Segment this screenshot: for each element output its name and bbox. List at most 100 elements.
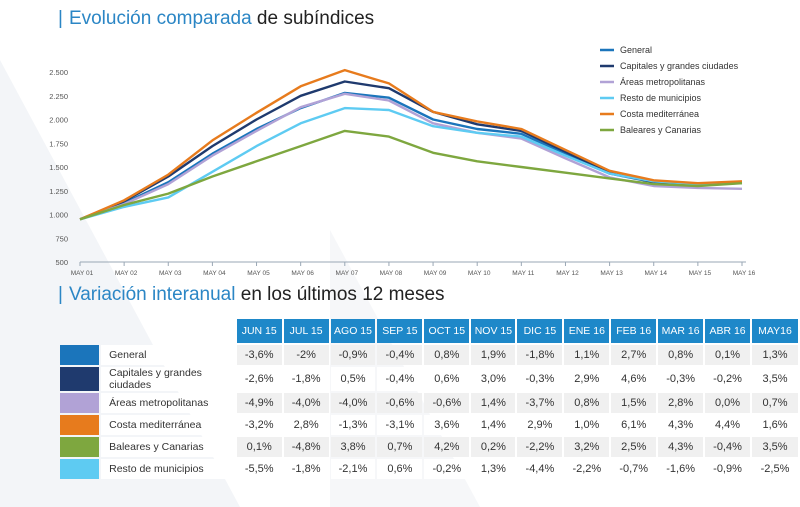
table-body: General -3,6% -2% -0,9% -0,4% 0,8% 1,9% -1,8% 1,… [60, 345, 798, 479]
table-cell: 2,9% [517, 415, 563, 435]
table-cell: -0,9% [330, 345, 376, 365]
table-title-accent: Variación interanual [68, 284, 236, 305]
x-tick-label: MAY 03 [159, 270, 182, 277]
table-cell: -1,8% [517, 345, 563, 365]
x-tick-label: MAY 07 [336, 270, 359, 277]
legend-label: Capitales y grandes ciudades [620, 61, 739, 71]
chart-title-accent: Evolución comparada [68, 8, 252, 29]
y-tick-label: 2.250 [49, 92, 68, 101]
table-cell: 0,8% [658, 345, 704, 365]
table-cell: -2% [283, 345, 329, 365]
legend-label: Baleares y Canarias [620, 125, 702, 135]
table-cell: -5,5% [236, 459, 282, 479]
table-cell: 1,6% [751, 415, 798, 435]
row-label: Capitales y grandes ciudades [101, 367, 235, 391]
table-row: Capitales y grandes ciudades -2,6% -1,8% 0,… [60, 367, 798, 391]
header-month: AGO 15 [330, 319, 376, 343]
x-tick-label: MAY 06 [291, 270, 314, 277]
table-title-rest: en los últimos 12 meses [235, 284, 445, 305]
table-cell: 2,5% [611, 437, 657, 457]
table-cell: -4,9% [236, 393, 282, 413]
table-row: Baleares y Canarias 0,1% -4,8% 3,8% 0,7% 4,2%… [60, 437, 798, 457]
variation-table: JUN 15 JUL 15 AGO 15 SEP 15 OCT 15 NOV 1… [58, 317, 800, 481]
table-cell: 0,8% [564, 393, 610, 413]
series-line [79, 129, 743, 221]
table-cell: -1,3% [330, 415, 376, 435]
row-color-swatch [60, 367, 100, 391]
table-cell: 0,1% [705, 345, 750, 365]
x-tick-label: MAY 08 [380, 270, 403, 277]
table-cell: 3,2% [564, 437, 610, 457]
row-label: Costa mediterránea [101, 415, 235, 435]
title-bar-accent: | [58, 8, 63, 29]
series-line [79, 68, 743, 221]
x-tick-label: MAY 11 [512, 270, 534, 277]
table-cell: 1,3% [751, 345, 798, 365]
legend-label: Áreas metropolitanas [620, 77, 706, 87]
table-cell: -0,6% [377, 393, 423, 413]
table-cell: 3,5% [751, 367, 798, 391]
table-cell: 2,9% [564, 367, 610, 391]
table-header-row: JUN 15 JUL 15 AGO 15 SEP 15 OCT 15 NOV 1… [60, 319, 798, 343]
table-section-title: | Variación interanual en los últimos 12 … [58, 284, 445, 306]
table-cell: -1,8% [283, 459, 329, 479]
table-cell: 3,8% [330, 437, 376, 457]
table-cell: 4,2% [424, 437, 470, 457]
legend-label: General [620, 45, 652, 55]
row-label: Resto de municipios [101, 459, 235, 479]
table-row: Áreas metropolitanas -4,9% -4,0% -4,0% -0,6%… [60, 393, 798, 413]
table-cell: -3,6% [236, 345, 282, 365]
table-cell: -0,6% [424, 393, 470, 413]
table-cell: -0,4% [377, 367, 423, 391]
line-chart: 500 750 1.000 1.250 1.500 1.750 2.000 2.250 2.50… [49, 45, 756, 277]
table-cell: -3,7% [517, 393, 563, 413]
x-tick-label: MAY 15 [689, 270, 712, 277]
header-month: ABR 16 [705, 319, 750, 343]
table-cell: -2,2% [564, 459, 610, 479]
table-cell: 0,7% [377, 437, 423, 457]
table-cell: 0,0% [705, 393, 750, 413]
y-tick-label: 1.000 [49, 211, 68, 220]
x-tick-label: MAY 10 [468, 270, 491, 277]
y-tick-label: 500 [55, 258, 68, 267]
table-cell: -0,7% [611, 459, 657, 479]
table-cell: 0,1% [236, 437, 282, 457]
table-cell: 0,2% [471, 437, 516, 457]
table-cell: 2,8% [658, 393, 704, 413]
table-cell: 1,1% [564, 345, 610, 365]
table-cell: -2,5% [751, 459, 798, 479]
title-bar-accent: | [58, 284, 63, 305]
table-cell: 1,4% [471, 415, 516, 435]
header-blank [60, 319, 99, 343]
table-cell: -0,3% [517, 367, 563, 391]
chart-section-title: | Evolución comparada de subíndices [58, 8, 374, 30]
row-color-swatch [60, 345, 100, 365]
x-tick-label: MAY 16 [733, 270, 756, 277]
chart-title-rest: de subíndices [251, 8, 375, 29]
row-color-swatch [60, 437, 100, 457]
table-cell: 4,4% [705, 415, 750, 435]
table-cell: -2,1% [330, 459, 376, 479]
table-cell: -2,2% [517, 437, 563, 457]
table-cell: -4,8% [283, 437, 329, 457]
table-cell: -4,0% [283, 393, 329, 413]
table-cell: 0,5% [330, 367, 376, 391]
header-month: OCT 15 [424, 319, 470, 343]
table-cell: 3,6% [424, 415, 470, 435]
x-tick-label: MAY 14 [644, 270, 667, 277]
x-tick-label: MAY 04 [203, 270, 226, 277]
y-tick-label: 1.750 [49, 139, 68, 148]
table-cell: -4,4% [517, 459, 563, 479]
table-cell: 0,6% [377, 459, 423, 479]
row-label: General [101, 345, 235, 365]
table-cell: 4,6% [611, 367, 657, 391]
table-cell: -1,6% [658, 459, 704, 479]
x-tick-label: MAY 13 [600, 270, 623, 277]
row-color-swatch [60, 415, 100, 435]
table-cell: 0,8% [424, 345, 470, 365]
table-cell: 4,3% [658, 415, 704, 435]
y-tick-label: 2.000 [49, 116, 68, 125]
header-month: JUN 15 [236, 319, 282, 343]
table-cell: -3,1% [377, 415, 423, 435]
header-month: MAY16 [751, 319, 798, 343]
